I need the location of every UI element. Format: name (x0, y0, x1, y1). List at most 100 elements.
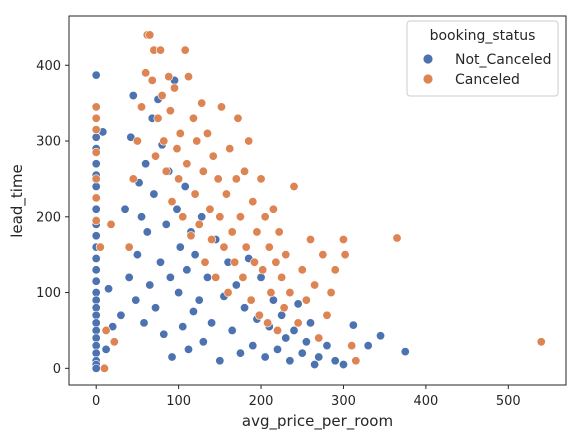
data-point-canceled (241, 242, 251, 252)
data-point-canceled (277, 272, 287, 282)
data-point-canceled (147, 75, 157, 85)
data-point-not-canceled (131, 295, 141, 305)
data-point-not-canceled (322, 341, 332, 351)
data-point-not-canceled (141, 159, 151, 169)
data-point-canceled (297, 265, 307, 275)
data-point-not-canceled (91, 363, 101, 373)
data-point-not-canceled (132, 250, 142, 260)
data-point-canceled (326, 288, 336, 298)
data-point-canceled (164, 72, 174, 82)
data-point-canceled (273, 325, 283, 335)
y-tick-label: 200 (36, 210, 61, 225)
data-point-not-canceled (273, 344, 283, 354)
data-point-not-canceled (91, 295, 101, 305)
data-point-not-canceled (348, 320, 358, 330)
x-tick-label: 400 (413, 394, 438, 409)
data-point-not-canceled (101, 344, 111, 354)
data-point-canceled (279, 303, 289, 313)
data-point-canceled (141, 68, 151, 78)
data-point-canceled (256, 174, 266, 184)
data-point-canceled (202, 128, 212, 138)
data-point-canceled (271, 257, 281, 267)
data-point-not-canceled (207, 318, 217, 328)
data-point-canceled (240, 166, 250, 176)
data-point-canceled (285, 288, 295, 298)
data-point-canceled (221, 189, 231, 199)
data-point-not-canceled (235, 348, 245, 358)
data-point-not-canceled (91, 303, 101, 313)
data-point-not-canceled (314, 352, 324, 362)
data-point-not-canceled (188, 307, 198, 317)
data-point-canceled (310, 280, 320, 290)
data-point-not-canceled (285, 356, 295, 366)
data-point-not-canceled (91, 181, 101, 191)
data-point-not-canceled (167, 352, 177, 362)
data-point-not-canceled (289, 325, 299, 335)
legend-box (406, 20, 559, 97)
data-point-not-canceled (91, 231, 101, 241)
data-point-canceled (174, 174, 184, 184)
data-point-canceled (153, 113, 163, 123)
data-point-canceled (205, 204, 215, 214)
data-point-not-canceled (91, 318, 101, 328)
data-point-canceled (330, 265, 340, 275)
data-point-not-canceled (104, 284, 114, 294)
data-point-not-canceled (305, 318, 315, 328)
data-point-not-canceled (293, 299, 303, 309)
data-point-canceled (392, 233, 402, 243)
data-point-not-canceled (281, 333, 291, 343)
data-point-canceled (109, 337, 119, 347)
data-point-canceled (305, 235, 315, 245)
data-point-canceled (223, 288, 233, 298)
data-point-canceled (260, 212, 270, 222)
data-point-canceled (244, 136, 254, 146)
data-point-canceled (274, 227, 284, 237)
data-point-canceled (230, 257, 240, 267)
data-point-canceled (165, 106, 175, 116)
data-point-not-canceled (178, 322, 188, 332)
data-point-canceled (314, 333, 324, 343)
data-point-canceled (91, 174, 101, 184)
data-point-not-canceled (268, 295, 278, 305)
data-point-not-canceled (400, 347, 410, 357)
data-point-not-canceled (330, 356, 340, 366)
data-point-canceled (351, 356, 361, 366)
data-point-canceled (197, 98, 207, 108)
legend-label-canceled: Canceled (455, 72, 520, 88)
data-point-canceled (180, 45, 190, 55)
data-point-canceled (263, 318, 273, 328)
data-point-not-canceled (248, 341, 258, 351)
data-point-canceled (208, 151, 218, 161)
data-point-not-canceled (91, 265, 101, 275)
data-point-not-canceled (128, 91, 138, 101)
data-point-not-canceled (231, 280, 241, 290)
y-tick-label: 400 (36, 59, 61, 74)
data-point-canceled (238, 272, 248, 282)
data-point-not-canceled (161, 219, 171, 229)
data-point-canceled (91, 216, 101, 226)
y-tick-label: 100 (36, 286, 61, 301)
data-point-canceled (198, 166, 208, 176)
y-tick-label: 300 (36, 135, 61, 150)
data-point-canceled (340, 250, 350, 260)
data-point-canceled (172, 144, 182, 154)
data-point-not-canceled (151, 303, 161, 313)
x-tick-label: 500 (496, 394, 521, 409)
data-points (91, 30, 546, 373)
y-axis-label: lead_time (8, 164, 27, 238)
x-tick-label: 300 (331, 394, 356, 409)
x-axis-label: avg_price_per_room (242, 412, 393, 431)
data-point-canceled (169, 83, 179, 93)
legend-marker-not-canceled (422, 53, 434, 65)
data-point-canceled (246, 295, 256, 305)
data-point-not-canceled (91, 204, 101, 214)
data-point-not-canceled (310, 360, 320, 370)
data-point-canceled (268, 204, 278, 214)
data-point-canceled (258, 265, 268, 275)
data-point-canceled (95, 242, 105, 252)
data-point-not-canceled (297, 348, 307, 358)
data-point-canceled (293, 318, 303, 328)
data-point-canceled (225, 144, 235, 154)
data-point-not-canceled (91, 159, 101, 169)
data-point-canceled (194, 219, 204, 229)
